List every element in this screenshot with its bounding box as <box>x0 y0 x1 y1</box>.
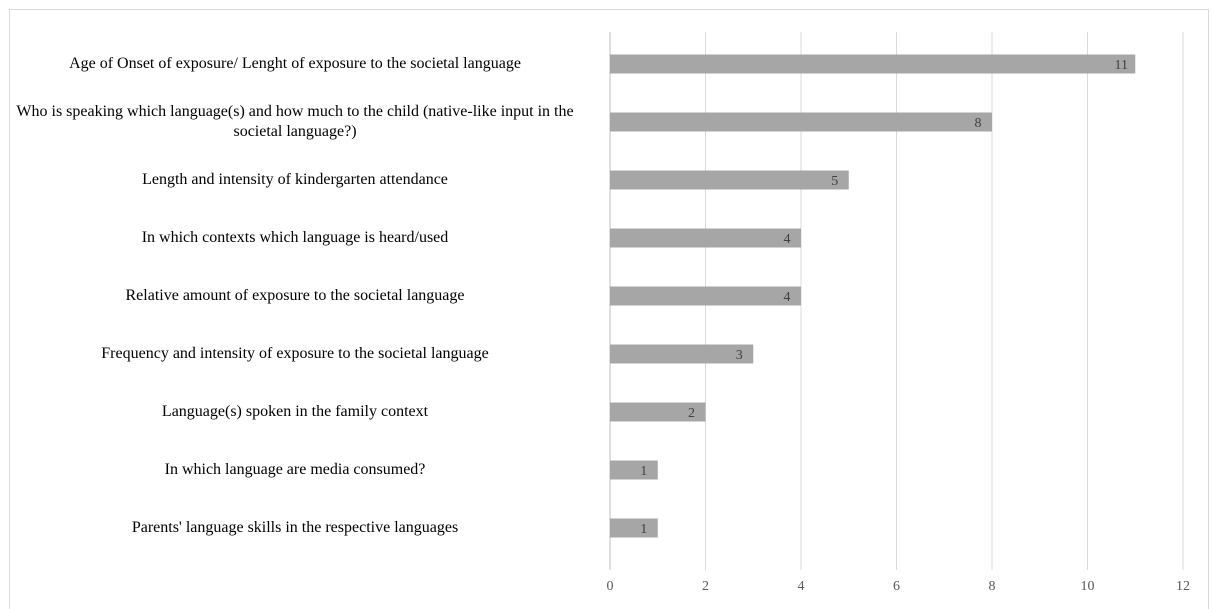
category-label: Age of Onset of exposure/ Lenght of expo… <box>69 55 521 72</box>
category-label: Frequency and intensity of exposure to t… <box>101 345 489 362</box>
bar-value-label: 5 <box>831 174 838 189</box>
x-tick-label: 4 <box>798 579 805 594</box>
bar <box>610 402 706 422</box>
bar-value-label: 3 <box>736 348 743 363</box>
x-tick-label: 10 <box>1081 579 1095 594</box>
bar <box>610 518 658 538</box>
category-label: Language(s) spoken in the family context <box>161 403 429 420</box>
bar <box>610 286 801 306</box>
bar-value-label: 4 <box>784 232 791 247</box>
bar <box>610 460 658 480</box>
bar <box>610 54 1136 74</box>
bar-value-label: 1 <box>640 464 647 479</box>
category-label: In which contexts which language is hear… <box>141 229 449 246</box>
bar-value-label: 11 <box>1115 58 1128 73</box>
bar-value-label: 4 <box>784 290 791 305</box>
x-tick-label: 12 <box>1176 579 1190 594</box>
bar-value-label: 8 <box>975 116 982 131</box>
category-label: Relative amount of exposure to the socie… <box>125 287 465 304</box>
category-label: Parents' language skills in the respecti… <box>131 519 459 536</box>
chart-frame <box>9 9 1209 609</box>
x-tick-label: 8 <box>989 579 996 594</box>
bar-value-label: 1 <box>640 522 647 537</box>
bar <box>610 228 801 248</box>
category-label: Length and intensity of kindergarten att… <box>142 171 448 188</box>
bar-value-label: 2 <box>688 406 695 421</box>
category-label: Who is speaking which language(s) and ho… <box>16 103 574 140</box>
x-tick-label: 0 <box>607 579 614 594</box>
x-tick-label: 2 <box>702 579 709 594</box>
bar <box>610 344 754 364</box>
bar <box>610 170 849 190</box>
x-tick-label: 6 <box>893 579 900 594</box>
bar <box>610 112 992 132</box>
category-label: In which language are media consumed? <box>164 461 426 478</box>
